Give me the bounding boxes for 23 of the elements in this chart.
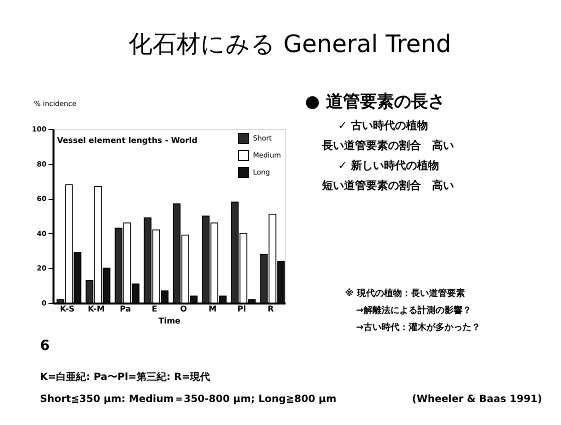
chart-title: 化石材にみる General Trend bbox=[128, 30, 452, 58]
text: →古い時代：灌木が多かった？ bbox=[356, 322, 481, 333]
x-tick-label: R bbox=[268, 304, 274, 314]
text: Short≦350 μm: Medium＝350-800 μm; Long≧800 μm bbox=[40, 394, 336, 405]
text: ● 道管要素の長さ bbox=[305, 92, 445, 112]
text: K=白亜紀: Pa〜Pl=第三紀: R=現代 bbox=[40, 371, 210, 383]
text: 6 bbox=[40, 338, 50, 354]
x-tick-label: K-S bbox=[60, 304, 75, 314]
text: 長い道管要素の割合 高い bbox=[321, 139, 454, 152]
text: 短い道管要素の割合 高い bbox=[321, 179, 454, 192]
x-tick-label: O bbox=[180, 304, 188, 314]
text: ✓ 古い時代の植物 bbox=[338, 119, 428, 132]
text: Vessel element lengths - World bbox=[57, 136, 198, 145]
text: →解離法による計測の影響？ bbox=[356, 305, 472, 316]
text: ※ 現代の植物：長い道管要素 bbox=[345, 288, 465, 299]
x-tick-label: Pl bbox=[237, 304, 246, 314]
text: (Wheeler & Baas 1991) bbox=[412, 394, 542, 405]
x-tick-label: Pa bbox=[120, 304, 131, 314]
x-tick-label: E bbox=[152, 304, 158, 314]
x-tick-label: M bbox=[208, 304, 217, 314]
x-axis-title: Time bbox=[158, 316, 182, 326]
text: ✓ 新しい時代の植物 bbox=[338, 159, 440, 172]
x-tick-label: K-M bbox=[88, 304, 105, 314]
